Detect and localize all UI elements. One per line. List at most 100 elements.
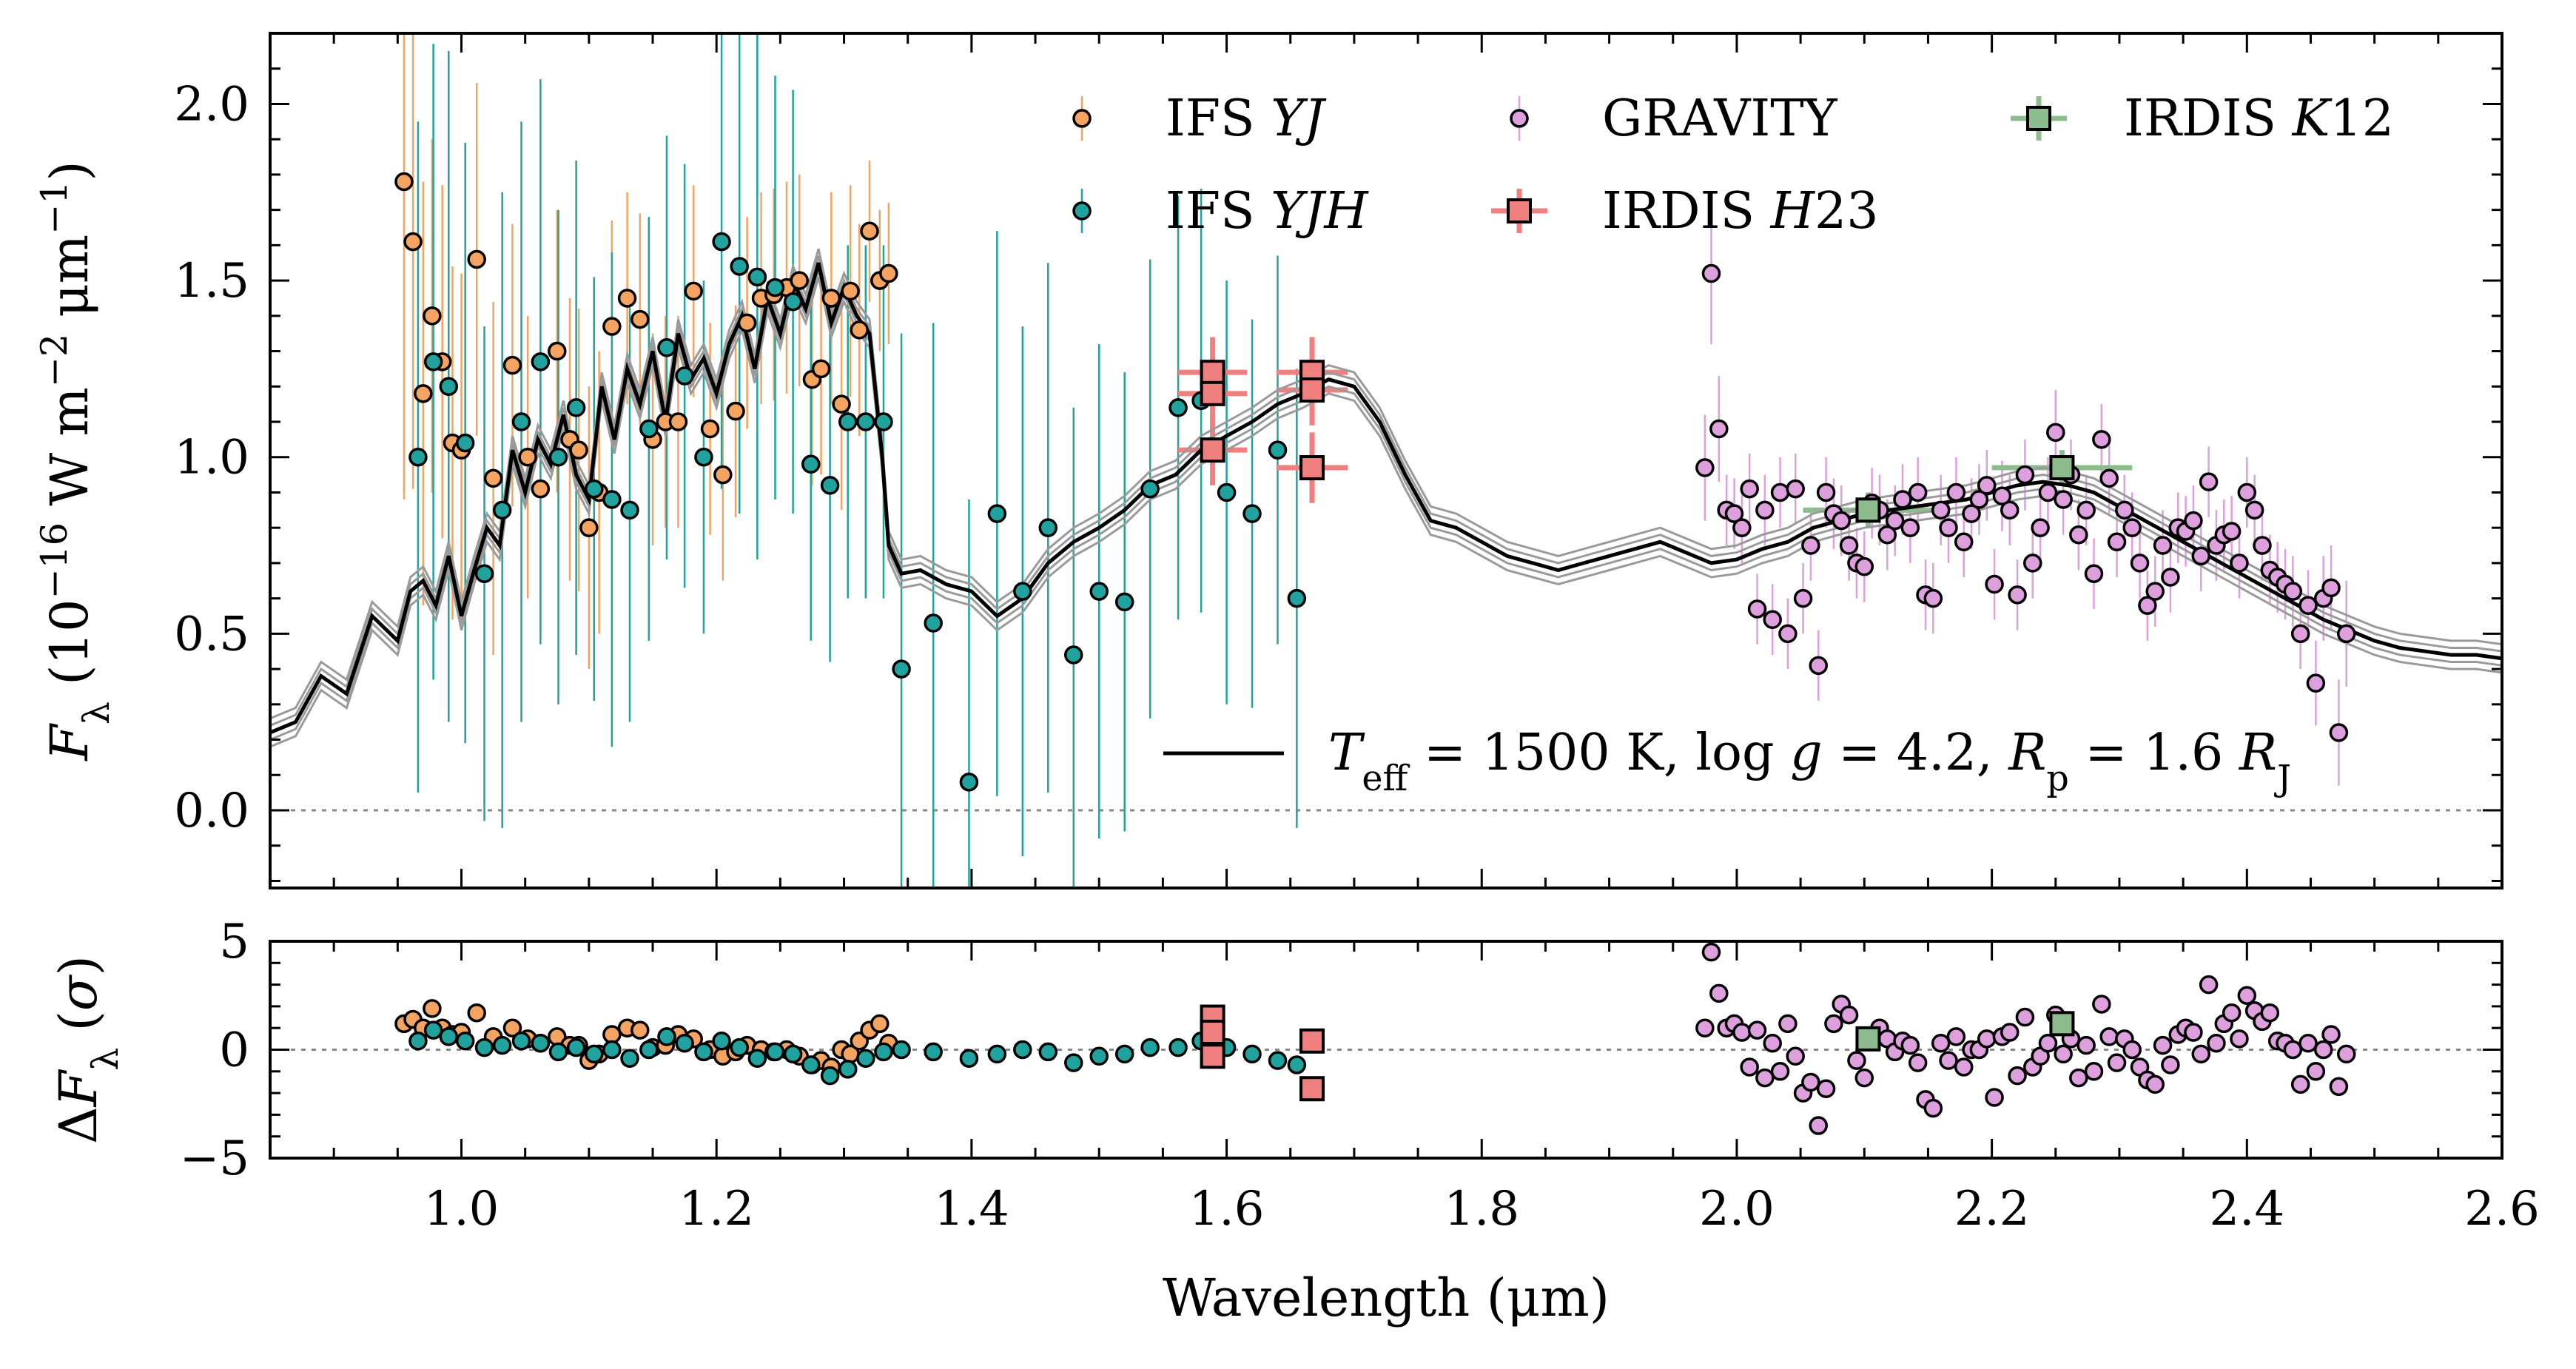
data-point bbox=[1786, 479, 1805, 499]
data-point bbox=[1778, 624, 1798, 644]
residual-point bbox=[1816, 1079, 1836, 1098]
legend-label-irdis-k12: IRDIS K12 bbox=[2124, 90, 2394, 148]
residual-point bbox=[2237, 986, 2257, 1005]
y-tick-label: 0.0 bbox=[174, 784, 249, 838]
data-point bbox=[1089, 582, 1109, 601]
residual-point bbox=[585, 1044, 604, 1064]
data-point bbox=[1242, 504, 1262, 523]
data-point bbox=[511, 412, 531, 431]
residual-point bbox=[2099, 1027, 2119, 1046]
residual-point bbox=[801, 1055, 821, 1074]
data-point bbox=[1985, 574, 2004, 594]
data-point bbox=[439, 377, 459, 397]
x-tick-label: 2.0 bbox=[1699, 1182, 1775, 1237]
data-point bbox=[820, 476, 840, 495]
legend-marker bbox=[1510, 109, 1529, 128]
data-point bbox=[414, 384, 433, 403]
residual-y-tick-label: −5 bbox=[180, 1131, 249, 1186]
residual-point bbox=[1755, 1068, 1775, 1088]
data-point bbox=[2283, 582, 2303, 601]
residual-point bbox=[2008, 1066, 2027, 1086]
residual-point bbox=[2092, 995, 2111, 1014]
legend-label-model: Teff = 1500 K, log g = 4.2, Rp = 1.6 RJ bbox=[1328, 724, 2291, 799]
legend-marker bbox=[2026, 106, 2051, 131]
data-point bbox=[2107, 532, 2127, 552]
residual-point bbox=[1299, 1028, 1325, 1054]
residual-point bbox=[511, 1032, 531, 1051]
data-point bbox=[2049, 455, 2075, 481]
data-point bbox=[2084, 564, 2104, 583]
residual-point bbox=[987, 1044, 1007, 1064]
data-point bbox=[483, 468, 503, 488]
data-point bbox=[747, 267, 767, 287]
residual-point bbox=[1770, 1062, 1790, 1081]
legend-label-gravity: GRAVITY bbox=[1602, 90, 1838, 148]
data-point bbox=[531, 352, 551, 371]
residual-point bbox=[474, 1037, 494, 1057]
residual-point bbox=[1695, 1018, 1715, 1037]
model-line bbox=[270, 262, 2502, 735]
data-point bbox=[394, 172, 414, 192]
data-point bbox=[1770, 482, 1790, 502]
residual-point bbox=[1732, 1023, 1752, 1042]
data-point bbox=[694, 447, 713, 467]
residual-point bbox=[1985, 1088, 2004, 1107]
data-point bbox=[1900, 518, 1920, 537]
data-point bbox=[467, 249, 486, 269]
residual-point bbox=[1089, 1046, 1109, 1066]
data-point bbox=[2015, 465, 2035, 485]
residual-point bbox=[2054, 1044, 2073, 1064]
data-point bbox=[730, 257, 749, 276]
residual-point bbox=[2283, 1040, 2303, 1060]
data-point bbox=[850, 320, 869, 340]
x-tick-label: 1.0 bbox=[424, 1182, 500, 1237]
residual-point bbox=[1168, 1037, 1188, 1057]
residual-point bbox=[1977, 1029, 1997, 1049]
residual-markers-1 bbox=[408, 1020, 1307, 1086]
residual-point bbox=[531, 1033, 551, 1053]
residual-point bbox=[566, 1037, 586, 1057]
residual-point bbox=[1287, 1055, 1307, 1074]
data-point bbox=[2145, 582, 2165, 601]
residual-point bbox=[492, 1035, 512, 1055]
residual-point bbox=[838, 1060, 858, 1079]
data-point bbox=[2000, 500, 2020, 520]
residual-point bbox=[2000, 1023, 2020, 1042]
residual-point bbox=[1064, 1053, 1083, 1072]
y-axis-label-spectrum: Fλ (10−16 W m−2 μm−1) bbox=[33, 161, 118, 761]
data-point bbox=[1832, 511, 1852, 531]
residual-point bbox=[2153, 1035, 2173, 1055]
residual-point bbox=[2122, 1040, 2142, 1060]
data-point bbox=[1854, 556, 1874, 576]
data-point bbox=[1299, 377, 1325, 403]
data-point bbox=[1969, 490, 1989, 509]
residual-point bbox=[2038, 1033, 2058, 1053]
data-point bbox=[2222, 522, 2242, 541]
data-point bbox=[1954, 532, 1974, 552]
residual-point bbox=[1847, 1051, 1866, 1070]
residual-point bbox=[959, 1049, 979, 1068]
data-point bbox=[2069, 525, 2088, 545]
markers-1 bbox=[408, 232, 1307, 792]
data-point bbox=[1217, 482, 1237, 502]
data-point bbox=[2023, 554, 2042, 573]
data-point bbox=[1893, 490, 1912, 509]
residual-point bbox=[1747, 1020, 1767, 1040]
residual-point bbox=[1908, 1053, 1928, 1072]
data-point bbox=[1064, 645, 1083, 665]
data-point bbox=[1923, 588, 1943, 608]
residual-markers-4 bbox=[1855, 1011, 2075, 1052]
data-point bbox=[2161, 568, 2180, 587]
residual-point bbox=[2015, 1007, 2035, 1027]
data-point bbox=[879, 263, 898, 283]
x-tick-label: 2.2 bbox=[1954, 1182, 2030, 1237]
data-point bbox=[1200, 380, 1225, 406]
residual-point bbox=[620, 1049, 639, 1068]
data-point bbox=[1724, 504, 1744, 523]
data-point bbox=[548, 447, 568, 467]
residual-point bbox=[1778, 1014, 1798, 1034]
spectrum-plot-area bbox=[270, 33, 2502, 888]
data-point bbox=[1962, 504, 1981, 523]
data-point bbox=[617, 289, 637, 308]
